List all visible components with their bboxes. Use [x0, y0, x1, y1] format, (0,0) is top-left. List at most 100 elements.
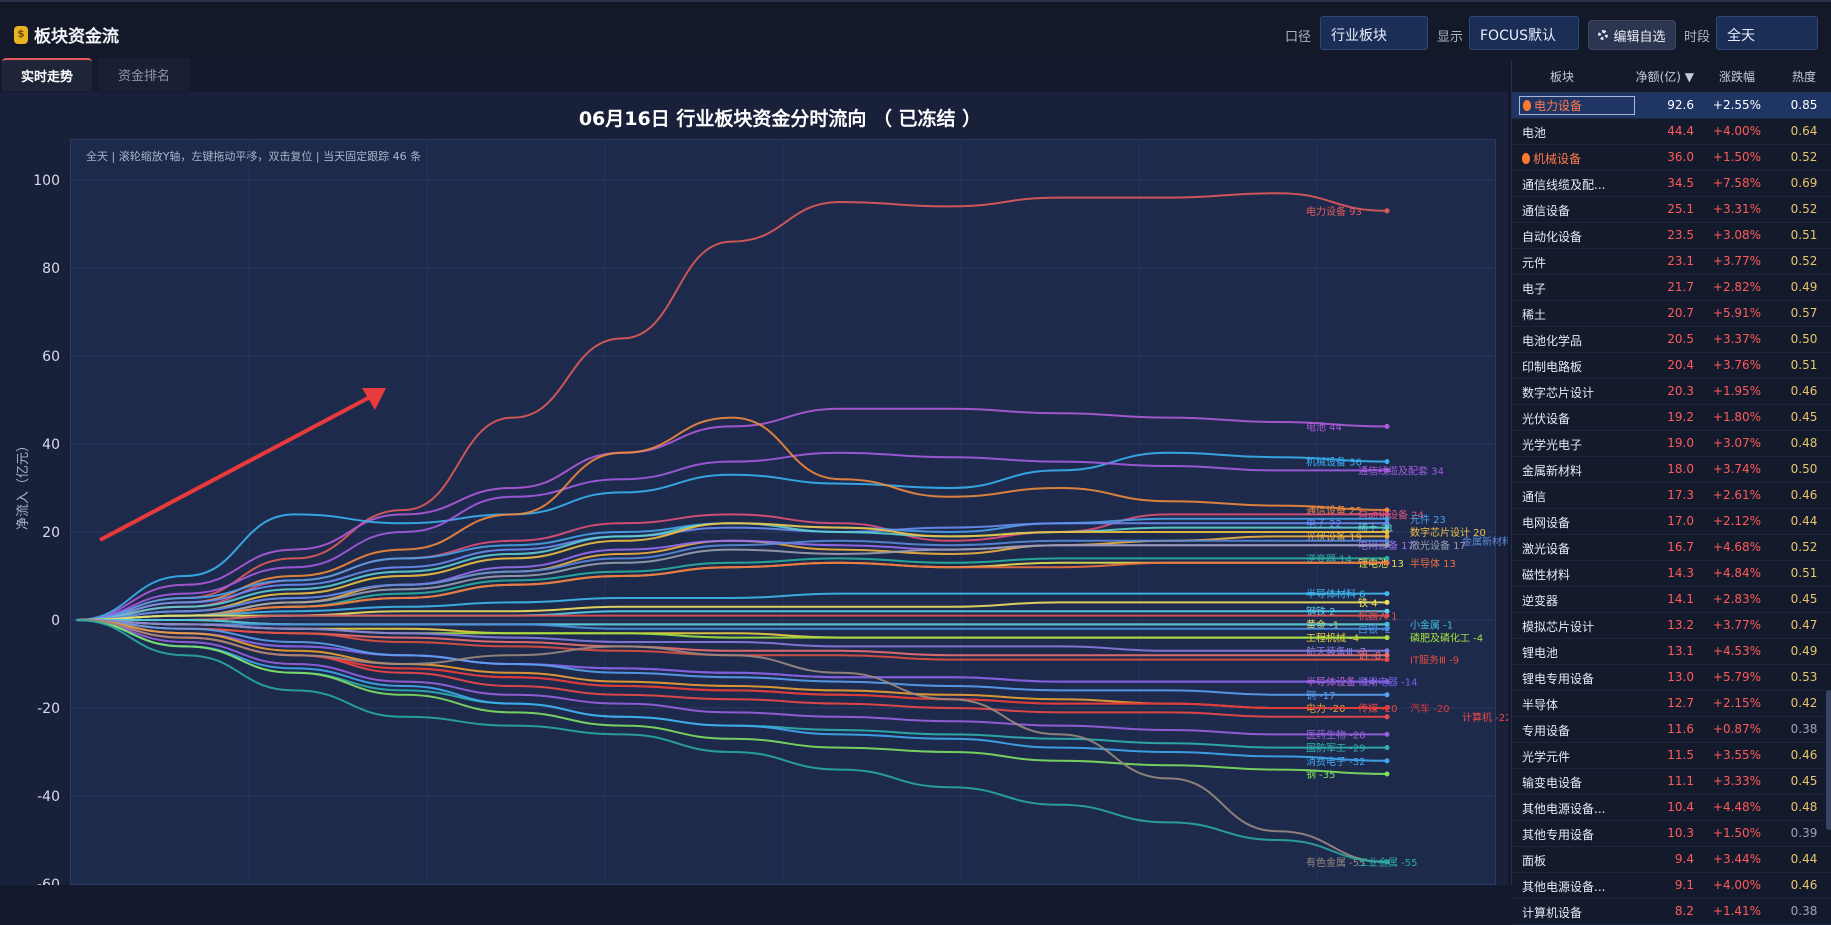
period-select[interactable]: 全天 — [1716, 16, 1818, 50]
net-amount: 11.6 — [1667, 722, 1694, 736]
series-end-value: 14 — [1336, 554, 1352, 565]
series-end-point — [1384, 692, 1390, 698]
ranking-row[interactable]: 数字芯片设计 20.3 +1.95% 0.46 — [1512, 379, 1831, 405]
series-end-point — [1384, 648, 1390, 654]
y-tick-label: -20 — [37, 701, 60, 717]
ranking-row[interactable]: 激光设备 16.7 +4.68% 0.52 — [1512, 535, 1831, 561]
column-heat[interactable]: 热度 — [1791, 69, 1816, 84]
series-end-value: 21 — [1378, 524, 1394, 535]
ranking-row[interactable]: 面板 9.4 +3.44% 0.44 — [1512, 847, 1831, 873]
series-end-label: 铜 -17 — [1306, 690, 1336, 702]
series-end-label: 工业金属 -55 — [1358, 856, 1418, 869]
series-end-label: 激光设备 17 — [1410, 539, 1466, 552]
edit-watchlist-button[interactable]: 编辑自选 — [1588, 20, 1676, 50]
series-line-23 — [75, 619, 1387, 630]
ranking-row[interactable]: 稀土 20.7 +5.91% 0.57 — [1512, 301, 1831, 327]
series-end-point — [1384, 208, 1390, 214]
net-amount: 12.7 — [1667, 696, 1694, 710]
net-amount: 13.0 — [1667, 670, 1694, 684]
ranking-row[interactable]: 机械设备 36.0 +1.50% 0.52 — [1512, 145, 1831, 171]
sector-name-text: 电池 — [1522, 126, 1547, 140]
ranking-row[interactable]: 元件 23.1 +3.77% 0.52 — [1512, 249, 1831, 275]
series-end-value: -35 — [1316, 770, 1336, 781]
ranking-row[interactable]: 自动化设备 23.5 +3.08% 0.51 — [1512, 223, 1831, 249]
ranking-row[interactable]: 模拟芯片设计 13.2 +3.77% 0.47 — [1512, 613, 1831, 639]
ranking-row[interactable]: 其他电源设备... 9.1 +4.00% 0.46 — [1512, 873, 1831, 899]
ranking-row[interactable]: 电子 21.7 +2.82% 0.49 — [1512, 275, 1831, 301]
ranking-row[interactable]: 电池 44.4 +4.00% 0.64 — [1512, 119, 1831, 145]
series-end-value: -20 — [1326, 704, 1346, 715]
ranking-row[interactable]: 锂电池 13.1 +4.53% 0.49 — [1512, 639, 1831, 665]
tab-realtime-trend[interactable]: 实时走势 — [2, 58, 92, 91]
series-end-point — [1384, 731, 1390, 737]
heat-value: 0.46 — [1790, 878, 1818, 892]
ranking-row[interactable]: 专用设备 11.6 +0.87% 0.38 — [1512, 717, 1831, 743]
sector-name-text: 专用设备 — [1522, 724, 1571, 738]
series-line-30 — [75, 619, 1387, 683]
ranking-row[interactable]: 磁性材料 14.3 +4.84% 0.51 — [1512, 561, 1831, 587]
heat-value: 0.38 — [1790, 904, 1818, 918]
change-pct: +3.77% — [1712, 618, 1762, 632]
ranking-row[interactable]: 半导体 12.7 +2.15% 0.42 — [1512, 691, 1831, 717]
ranking-row[interactable]: 电池化学品 20.5 +3.37% 0.50 — [1512, 327, 1831, 353]
series-name: 医药生物 — [1306, 728, 1346, 741]
y-tick-label: 40 — [42, 437, 60, 453]
column-net-amount-label: 净额(亿) — [1635, 69, 1681, 84]
ranking-row[interactable]: 光学元件 11.5 +3.55% 0.46 — [1512, 743, 1831, 769]
ranking-row[interactable]: 电力设备 92.6 +2.55% 0.85 — [1512, 93, 1831, 119]
series-end-value: -2 — [1378, 625, 1391, 636]
ranking-row[interactable]: 计算机设备 8.2 +1.41% 0.38 — [1512, 899, 1831, 925]
series-end-value: 23 — [1430, 515, 1446, 526]
series-line-35 — [75, 619, 1387, 718]
series-end-value: -22 — [1492, 713, 1508, 724]
sector-name-text: 逆变器 — [1522, 594, 1559, 608]
ranking-row[interactable]: 其他专用设备 10.3 +1.50% 0.39 — [1512, 821, 1831, 847]
ranking-row[interactable]: 通信 17.3 +2.61% 0.46 — [1512, 483, 1831, 509]
column-net-amount[interactable]: 净额(亿) ▼ — [1618, 68, 1694, 85]
ranking-row[interactable]: 通信设备 25.1 +3.31% 0.52 — [1512, 197, 1831, 223]
caliber-select[interactable]: 行业板块 — [1320, 16, 1428, 50]
sector-name-text: 元件 — [1522, 256, 1547, 270]
heat-value: 0.39 — [1790, 826, 1818, 840]
column-change-pct[interactable]: 涨跌幅 — [1718, 69, 1755, 84]
ranking-row[interactable]: 印制电路板 20.4 +3.76% 0.51 — [1512, 353, 1831, 379]
ranking-sidebar: 板块 净额(亿) ▼ 涨跌幅 热度 电力设备 92.6 +2.55% 0.85 电池 44… — [1511, 60, 1831, 925]
net-amount: 13.1 — [1667, 644, 1694, 658]
series-line-40 — [75, 619, 1388, 863]
ranking-row[interactable]: 通信线缆及配... 34.5 +7.58% 0.69 — [1512, 171, 1831, 197]
series-line-1 — [75, 407, 1388, 621]
ranking-row[interactable]: 锂电专用设备 13.0 +5.79% 0.53 — [1512, 665, 1831, 691]
column-sector[interactable]: 板块 — [1549, 69, 1574, 84]
ranking-row[interactable]: 其他电源设备... 10.4 +4.48% 0.48 — [1512, 795, 1831, 821]
tab-fund-ranking[interactable]: 资金排名 — [98, 58, 190, 91]
series-end-label: 金属新材料 18 — [1462, 535, 1508, 548]
sector-name: 机械设备 — [1522, 150, 1630, 167]
sidebar-scrollbar[interactable] — [1826, 690, 1831, 830]
series-end-value: -7 — [1353, 647, 1366, 658]
series-name: 激光设备 — [1410, 539, 1450, 552]
series-end-label: 有色金属 -55 — [1306, 856, 1366, 869]
series-line-7 — [75, 522, 1387, 621]
heat-value: 0.48 — [1790, 436, 1818, 450]
sector-name-text: 面板 — [1522, 854, 1547, 868]
sector-name: 面板 — [1522, 852, 1630, 869]
display-select[interactable]: FOCUS默认 — [1469, 16, 1579, 50]
series-end-value: 2 — [1326, 607, 1336, 618]
sector-name-text: 计算机设备 — [1522, 906, 1583, 920]
ranking-row[interactable]: 光学光电子 19.0 +3.07% 0.48 — [1512, 431, 1831, 457]
ranking-row[interactable]: 输变电设备 11.1 +3.33% 0.45 — [1512, 769, 1831, 795]
series-end-value: 25 — [1346, 506, 1362, 517]
gear-icon — [1598, 30, 1609, 40]
sector-name-text: 激光设备 — [1522, 542, 1571, 556]
series-name: IT服务Ⅲ — [1410, 654, 1446, 667]
series-end-value: 13 — [1388, 559, 1404, 570]
series-end-point — [1384, 652, 1390, 658]
ranking-row[interactable]: 电网设备 17.0 +2.12% 0.44 — [1512, 509, 1831, 535]
ranking-row[interactable]: 逆变器 14.1 +2.83% 0.45 — [1512, 587, 1831, 613]
series-end-value: 44 — [1326, 422, 1342, 433]
sector-name-text: 稀土 — [1522, 308, 1547, 322]
ranking-row[interactable]: 光伏设备 19.2 +1.80% 0.45 — [1512, 405, 1831, 431]
net-amount: 18.0 — [1667, 462, 1694, 476]
ranking-row[interactable]: 金属新材料 18.0 +3.74% 0.50 — [1512, 457, 1831, 483]
change-pct: +4.68% — [1712, 540, 1762, 554]
